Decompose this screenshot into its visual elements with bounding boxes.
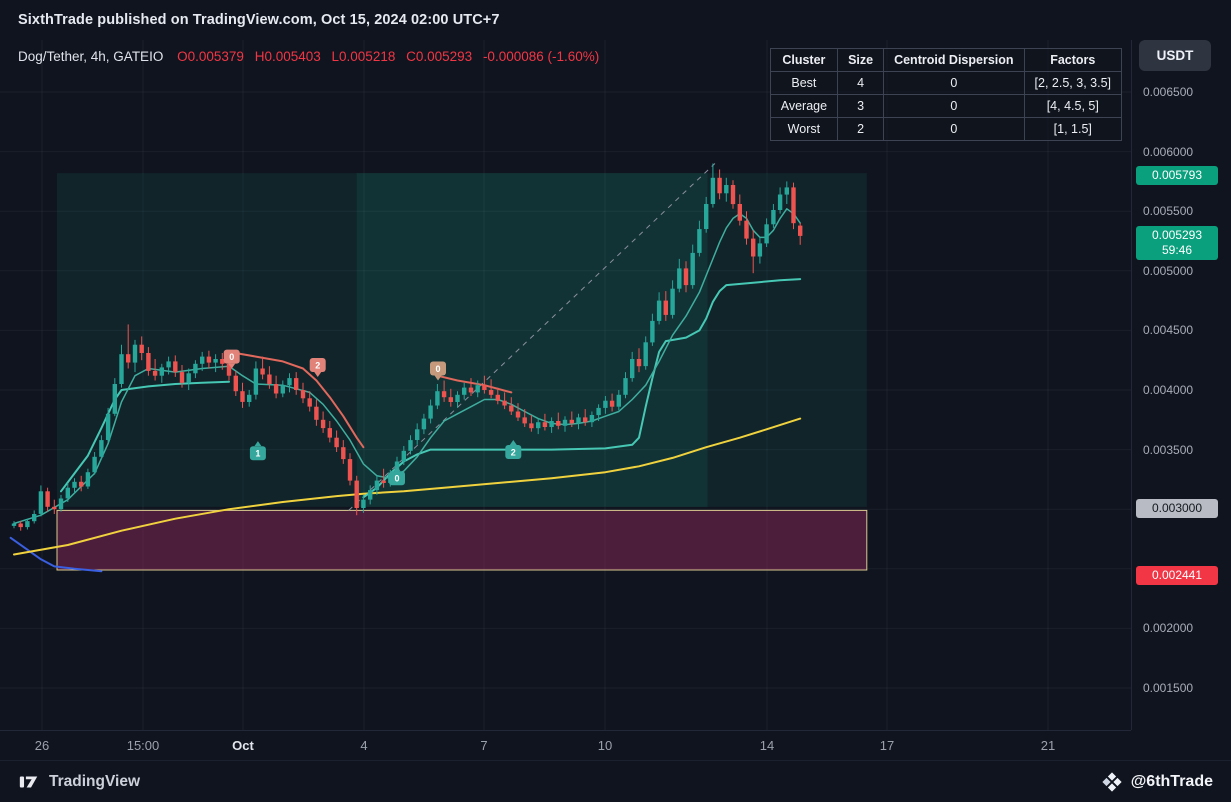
ohlc-low: L0.005218 bbox=[332, 49, 396, 64]
author-handle-text: @6thTrade bbox=[1130, 772, 1213, 790]
svg-text:0: 0 bbox=[229, 352, 234, 362]
low-label: L bbox=[331, 49, 340, 64]
cluster-table-row: Worst 2 0 [1, 1.5] bbox=[769, 117, 1123, 141]
price-tick-label: 0.006000 bbox=[1143, 144, 1194, 159]
ohlc-high: H0.005403 bbox=[255, 49, 321, 64]
open-label: O bbox=[177, 49, 188, 64]
price-badge: 0.005793 bbox=[1136, 166, 1218, 186]
time-tick-label: 15:00 bbox=[126, 738, 160, 753]
price-tick-label: 0.005000 bbox=[1143, 263, 1194, 278]
tradingview-link[interactable]: TradingView bbox=[18, 771, 140, 793]
cluster-table-row: Average 3 0 [4, 4.5, 5] bbox=[769, 94, 1123, 118]
signal-marker-0: 0 bbox=[223, 349, 240, 369]
cluster-table-header-cell: Cluster bbox=[769, 48, 839, 72]
time-tick-label: 21 bbox=[1040, 738, 1056, 753]
price-tick-label: 0.003500 bbox=[1143, 442, 1194, 457]
publish-header: SixthTrade published on TradingView.com,… bbox=[0, 0, 1231, 40]
time-tick-label: 7 bbox=[480, 738, 488, 753]
high-value: 0.005403 bbox=[264, 49, 321, 64]
svg-text:1: 1 bbox=[255, 449, 260, 459]
time-axis[interactable]: 26 15:00 Oct 4 7 10 14 17 21 bbox=[0, 730, 1131, 761]
author-handle: @6thTrade bbox=[1101, 771, 1213, 793]
svg-text:0: 0 bbox=[394, 474, 399, 484]
signal-marker-0: 0 bbox=[389, 466, 405, 486]
close-value: 0.005293 bbox=[415, 49, 473, 64]
ohlc-open: O0.005379 bbox=[177, 49, 244, 64]
symbol-info-bar[interactable]: Dog/Tether, 4h, GATEIO O0.005379 H0.0054… bbox=[18, 49, 606, 64]
price-badge: 0.002441 bbox=[1136, 565, 1218, 585]
svg-text:0: 0 bbox=[435, 364, 440, 374]
price-tick-label: 0.004000 bbox=[1143, 383, 1194, 397]
cluster-table-header-cell: Factors bbox=[1023, 48, 1123, 72]
cluster-table-row: Best 4 0 [2, 2.5, 3, 3.5] bbox=[769, 71, 1123, 95]
bar-countdown: 59:46 bbox=[1161, 242, 1193, 257]
price-tick-label: 0.004500 bbox=[1143, 323, 1194, 338]
price-tick-label: 0.001500 bbox=[1143, 681, 1194, 695]
tradingview-logo-icon bbox=[19, 776, 38, 787]
price-badge: 0.003000 bbox=[1136, 499, 1218, 519]
currency-label: USDT bbox=[1156, 48, 1194, 63]
cluster-table-header-cell: Size bbox=[837, 48, 885, 72]
low-value: 0.005218 bbox=[339, 49, 396, 64]
time-tick-label: 14 bbox=[759, 738, 775, 753]
signal-marker-2: 2 bbox=[309, 358, 326, 377]
price-tick-label: 0.006500 bbox=[1143, 85, 1194, 99]
cluster-table: Cluster Size Centroid Dispersion Factors Be… bbox=[769, 48, 1123, 141]
time-tick-label: 4 bbox=[360, 738, 368, 753]
currency-toggle-button[interactable]: USDT bbox=[1139, 40, 1211, 71]
close-label: C bbox=[406, 49, 416, 64]
candlestick-chart[interactable]: 0 2 0 1 0 2 bbox=[0, 40, 1131, 730]
price-tick-label: 0.005500 bbox=[1143, 204, 1194, 219]
cluster-table-body: Best 4 0 [2, 2.5, 3, 3.5] Average 3 0 [4, 4.5, … bbox=[769, 71, 1123, 141]
ohlc-close: C0.005293 bbox=[406, 49, 472, 64]
cluster-table-header-cell: Centroid Dispersion bbox=[883, 48, 1025, 72]
svg-text:2: 2 bbox=[511, 448, 516, 458]
footer-bar: TradingView @6thTrade bbox=[0, 760, 1231, 802]
time-tick-label: 17 bbox=[879, 738, 895, 753]
signal-marker-2: 2 bbox=[505, 439, 522, 459]
time-tick-label: 26 bbox=[34, 738, 50, 753]
price-change: -0.000086 (-1.60%) bbox=[482, 49, 600, 64]
symbol-title[interactable]: Dog/Tether, 4h, GATEIO bbox=[18, 49, 164, 64]
price-badge: 0.005293 59:46 bbox=[1136, 225, 1218, 260]
gem-icon bbox=[1102, 771, 1122, 792]
signal-marker-1: 1 bbox=[249, 441, 266, 461]
cluster-table-head-row: Cluster Size Centroid Dispersion Factors bbox=[769, 48, 1123, 72]
price-tick-label: 0.002000 bbox=[1143, 621, 1194, 636]
svg-text:2: 2 bbox=[315, 361, 320, 371]
time-tick-label: 10 bbox=[597, 738, 613, 753]
price-axis[interactable]: 0.006500 0.006000 0.005500 0.005000 0.004500… bbox=[1131, 40, 1231, 730]
publish-text: SixthTrade published on TradingView.com,… bbox=[18, 12, 500, 28]
signal-marker-0: 0 bbox=[430, 361, 446, 381]
time-tick-label: Oct bbox=[232, 738, 254, 753]
open-value: 0.005379 bbox=[187, 49, 244, 64]
high-label: H bbox=[254, 49, 265, 64]
footer-brand-text: TradingView bbox=[49, 772, 141, 790]
